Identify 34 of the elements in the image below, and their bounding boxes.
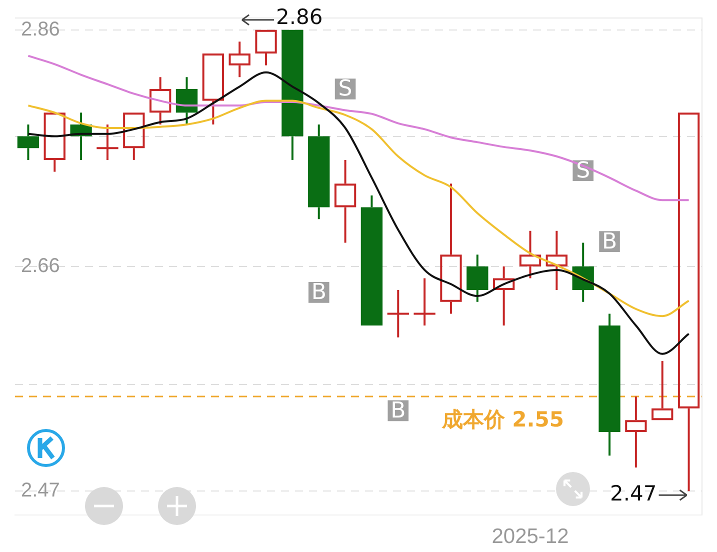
candlestick xyxy=(625,396,647,468)
annotation: 2.86 xyxy=(276,4,323,29)
candlestick xyxy=(123,112,145,161)
candlestick xyxy=(282,30,304,161)
data-label: B xyxy=(311,280,326,306)
candlestick xyxy=(652,360,674,420)
data-label: B xyxy=(390,398,406,424)
data-label: S xyxy=(576,158,590,184)
y-tick-label: 2.86 xyxy=(21,18,60,40)
candlestick xyxy=(308,123,330,220)
candlestick xyxy=(228,40,250,78)
candlestick xyxy=(519,230,542,280)
data-label: S xyxy=(338,76,352,102)
candlestick xyxy=(360,194,383,326)
ref-line-label: 成本价 2.55 xyxy=(440,407,564,432)
candlestick xyxy=(255,30,277,66)
candlestick xyxy=(492,265,515,327)
candlestick xyxy=(334,158,356,244)
candlestick xyxy=(466,254,488,303)
annotation: 2.47 xyxy=(610,482,657,506)
x-tick-label: 2025-12 xyxy=(492,525,569,548)
y-tick-label: 2.66 xyxy=(21,254,60,277)
candlestick xyxy=(546,230,568,292)
candlestick xyxy=(678,112,700,492)
candlestick xyxy=(149,76,172,126)
candlestick xyxy=(598,312,620,457)
candlestick xyxy=(202,53,224,126)
data-label: B xyxy=(602,229,618,254)
candlestick xyxy=(44,112,66,173)
candlestick xyxy=(440,182,462,315)
y-tick-label: 2.47 xyxy=(21,480,60,502)
line-series xyxy=(27,54,690,202)
candlestick xyxy=(17,123,40,161)
candlestick xyxy=(176,76,198,126)
